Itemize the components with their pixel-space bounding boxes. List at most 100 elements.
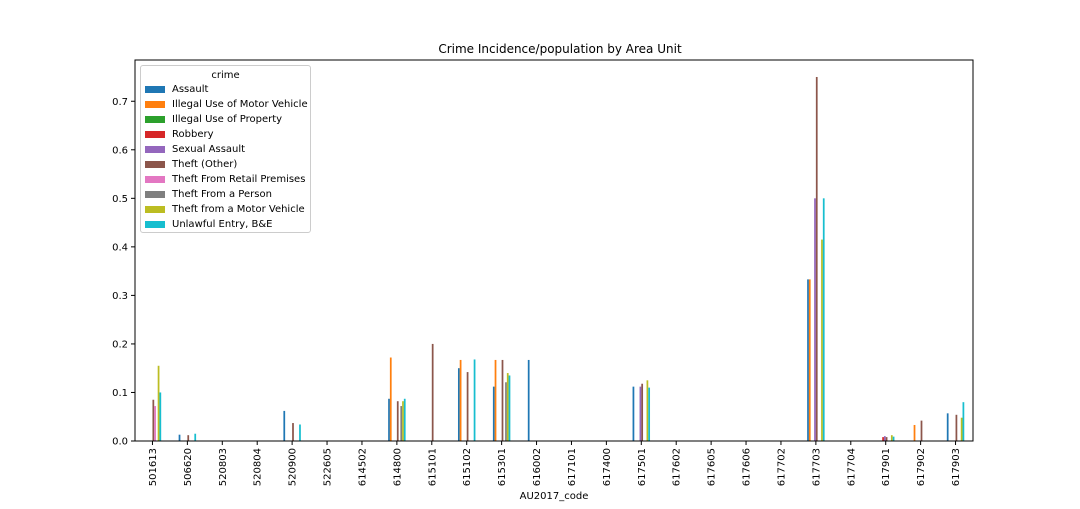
- bar: [508, 375, 511, 441]
- x-tick-label: 617400: [602, 448, 613, 486]
- legend-entry: Theft from a Motor Vehicle: [141, 202, 310, 217]
- x-tick-label: 615101: [427, 448, 438, 486]
- bar: [154, 406, 156, 441]
- bar: [157, 365, 160, 441]
- bar: [152, 399, 155, 441]
- bar: [920, 420, 923, 441]
- legend-label: Theft from a Motor Vehicle: [172, 204, 305, 215]
- legend-title: crime: [211, 70, 240, 81]
- bar: [815, 76, 818, 442]
- x-tick-label: 617903: [951, 448, 962, 486]
- bar: [960, 417, 963, 441]
- bar: [466, 372, 469, 441]
- bar: [501, 359, 504, 441]
- bar: [431, 343, 434, 441]
- bar: [808, 279, 811, 441]
- bar: [814, 198, 816, 441]
- y-tick-label: 0.6: [112, 145, 128, 156]
- legend-label: Unlawful Entry, B&E: [172, 219, 273, 230]
- bar: [632, 386, 635, 441]
- bar: [292, 423, 294, 441]
- x-tick-label: 617702: [776, 448, 787, 486]
- bar: [946, 413, 949, 441]
- bar: [457, 368, 460, 441]
- bar: [822, 198, 825, 441]
- bar: [527, 359, 530, 441]
- bar-series: [152, 76, 965, 442]
- x-tick-label: 617602: [672, 448, 683, 486]
- bar: [459, 359, 462, 441]
- legend-entry: Assault: [141, 82, 310, 97]
- bar: [178, 434, 181, 441]
- legend-entry: Robbery: [141, 127, 310, 142]
- legend-label: Theft From Retail Premises: [172, 174, 306, 185]
- x-tick-label: 501613: [148, 448, 159, 486]
- bar: [821, 239, 823, 441]
- x-tick-label: 506620: [183, 448, 194, 486]
- legend-entry: Theft From Retail Premises: [141, 172, 310, 187]
- y-tick-label: 0.4: [112, 242, 128, 253]
- bar: [402, 401, 404, 441]
- legend-label: Theft (Other): [172, 159, 238, 170]
- legend: crime Assault Illegal Use of Motor Vehicl…: [140, 65, 311, 233]
- plot-frame: [134, 59, 974, 442]
- legend-entry: Sexual Assault: [141, 142, 310, 157]
- legend-entry: Unlawful Entry, B&E: [141, 217, 310, 232]
- bar: [885, 437, 888, 441]
- bar: [492, 386, 495, 441]
- y-tick-label: 0.3: [112, 291, 128, 302]
- legend-swatch: [145, 161, 165, 168]
- legend-swatch: [145, 86, 165, 93]
- bar: [403, 398, 406, 441]
- x-tick-label: 520804: [253, 448, 264, 486]
- bar: [955, 414, 958, 441]
- x-tick-label: 617605: [707, 448, 718, 486]
- bar: [892, 436, 895, 441]
- x-tick-label: 615301: [497, 448, 508, 486]
- legend-swatch: [145, 131, 165, 138]
- x-tick-label: 615102: [462, 448, 473, 486]
- y-tick-label: 0.7: [112, 97, 128, 108]
- y-tick-label: 0.5: [112, 194, 128, 205]
- x-tick-label: 617606: [742, 448, 753, 486]
- legend-entry: Illegal Use of Motor Vehicle: [141, 97, 310, 112]
- legend-entry: Theft (Other): [141, 157, 310, 172]
- bar: [646, 380, 649, 441]
- bar: [400, 406, 403, 441]
- x-tick-label: 617902: [916, 448, 927, 486]
- x-tick-label: 614800: [392, 448, 403, 486]
- x-axis-label: AU2017_code: [520, 491, 589, 502]
- bar: [159, 392, 162, 441]
- legend-entry: Theft From a Person: [141, 187, 310, 202]
- bar: [389, 357, 392, 441]
- legend-label: Illegal Use of Property: [172, 114, 283, 125]
- legend-label: Robbery: [172, 129, 214, 140]
- legend-label: Sexual Assault: [172, 144, 246, 155]
- bar: [187, 435, 190, 441]
- bar: [494, 359, 497, 441]
- bar: [194, 433, 197, 441]
- legend-swatch: [145, 221, 165, 228]
- bar: [648, 387, 651, 441]
- bar: [641, 383, 644, 441]
- y-tick-label: 0.2: [112, 339, 128, 350]
- bar: [883, 436, 886, 441]
- bar: [807, 279, 809, 441]
- bar: [882, 437, 884, 441]
- bar: [283, 410, 286, 441]
- x-tick-label: 522605: [323, 448, 334, 486]
- bar: [962, 402, 965, 441]
- legend-entries: Assault Illegal Use of Motor Vehicle Illeg…: [141, 82, 310, 232]
- y-tick-label: 0.0: [112, 437, 128, 448]
- x-tick-label: 616002: [532, 448, 543, 486]
- legend-label: Theft From a Person: [172, 189, 272, 200]
- legend-swatch: [145, 191, 165, 198]
- bar: [639, 386, 642, 441]
- x-tick-label: 520900: [288, 448, 299, 486]
- legend-swatch: [145, 176, 165, 183]
- bar: [299, 424, 301, 441]
- legend-swatch: [145, 206, 165, 213]
- bar: [388, 398, 390, 441]
- legend-swatch: [145, 146, 165, 153]
